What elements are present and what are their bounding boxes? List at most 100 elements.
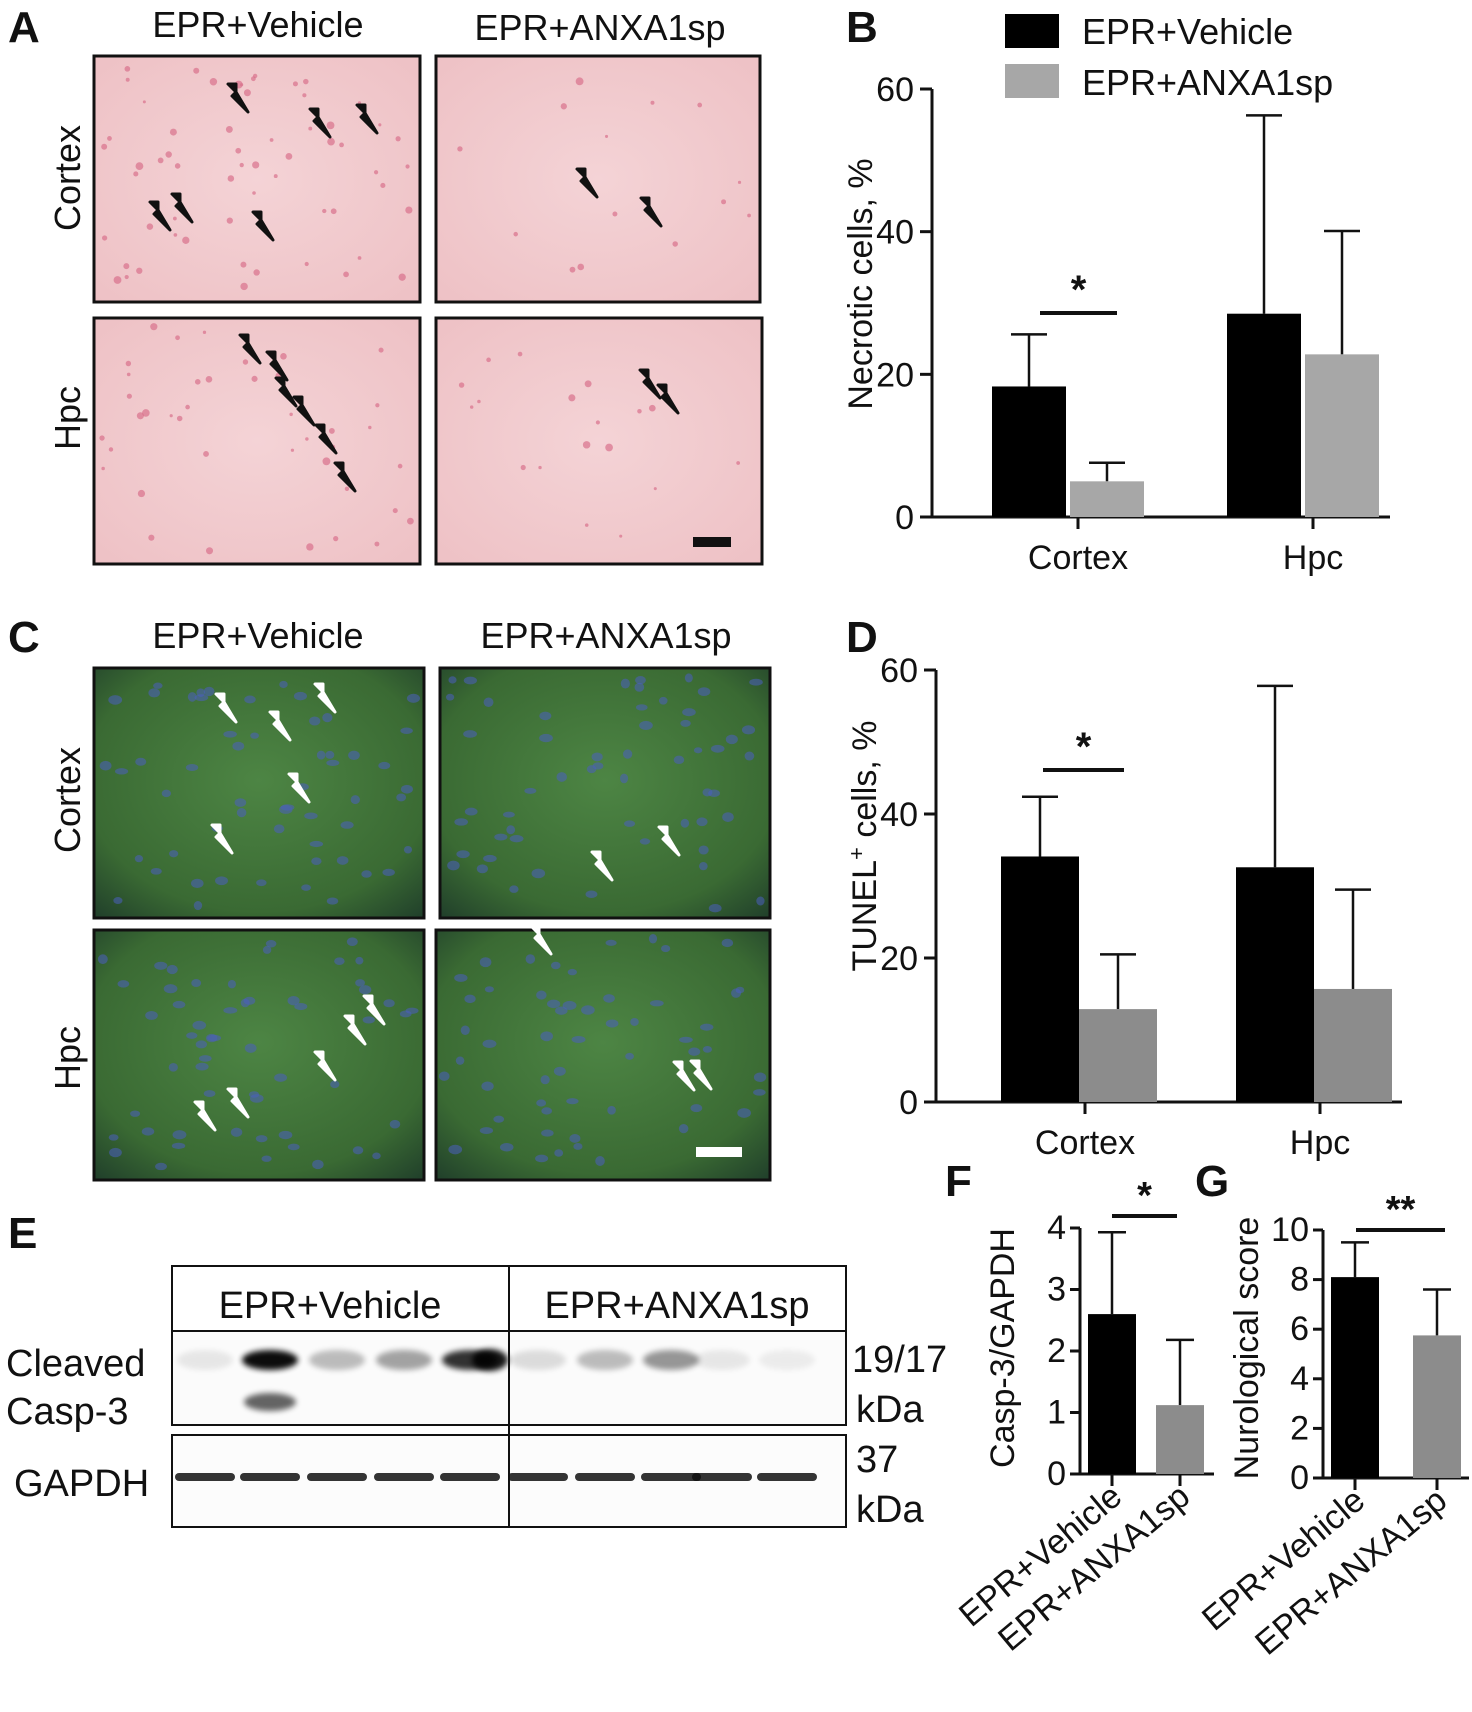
stained-cell [269, 138, 274, 142]
cleaved-band [177, 1350, 233, 1370]
stained-cell [243, 89, 251, 97]
black-arrow [355, 103, 379, 135]
nucleus [688, 1047, 701, 1056]
stained-cell [329, 428, 335, 434]
stained-cell [357, 256, 362, 260]
stained-cell [242, 359, 249, 365]
stained-cell [343, 271, 349, 278]
stained-cell [477, 399, 481, 404]
nucleus [536, 1099, 547, 1107]
nucleus [273, 824, 285, 834]
nucleus [481, 1081, 494, 1091]
nucleus [294, 1003, 308, 1011]
nucleus [569, 1134, 581, 1143]
nucleus [536, 990, 547, 1000]
tunel-image-anxa1sp-hpc [434, 928, 772, 1182]
stained-cell [405, 164, 410, 169]
stained-cell [322, 457, 331, 466]
nucleus [690, 1104, 703, 1113]
nucleus [509, 834, 524, 843]
nucleus [592, 762, 604, 770]
stained-cell [169, 414, 173, 418]
nucleus [316, 750, 326, 760]
panel-letter-e: E [8, 1209, 37, 1258]
stained-cell [202, 330, 207, 334]
stained-cell [136, 267, 143, 274]
black-arrow [170, 192, 194, 224]
nucleus [603, 994, 615, 1003]
nucleus [325, 750, 335, 759]
nucleus [680, 818, 690, 828]
black-arrow [148, 200, 172, 232]
stained-cell [405, 206, 413, 214]
nucleus [553, 1066, 566, 1076]
nucleus [483, 697, 494, 707]
bar [1001, 856, 1079, 1102]
gapdh-band [440, 1473, 500, 1481]
cleaved-band [309, 1350, 365, 1370]
nucleus [261, 1155, 272, 1162]
gapdh-kda-line1: 37 [856, 1439, 898, 1481]
nucleus [741, 725, 756, 735]
nucleus [619, 773, 629, 784]
nucleus [539, 733, 553, 743]
nucleus [109, 1147, 122, 1158]
black-arrow [274, 376, 298, 408]
nucleus [348, 750, 360, 760]
stained-cell [194, 379, 201, 385]
bar [992, 386, 1066, 517]
stained-cell [736, 461, 741, 465]
chart-f-ylabel: Casp-3/GAPDH [984, 1228, 1022, 1468]
stained-cell [339, 142, 344, 148]
nucleus [148, 688, 160, 698]
nucleus [287, 1143, 300, 1151]
stained-cell [380, 182, 386, 189]
stained-cell [604, 134, 609, 138]
stained-cell [285, 153, 293, 160]
stained-cell [397, 463, 403, 469]
nucleus [279, 805, 293, 814]
blot-bands [175, 1349, 817, 1481]
legend-swatch-vehicle [1005, 14, 1059, 48]
stained-cell [101, 235, 108, 241]
cleaved-kda-line1: 19/17 [852, 1339, 947, 1381]
bar [1413, 1335, 1461, 1478]
nucleus [234, 798, 247, 807]
nucleus [648, 934, 658, 944]
white-arrow [362, 994, 386, 1026]
nucleus [154, 961, 168, 970]
nucleus [524, 787, 537, 794]
stained-cell [584, 380, 592, 388]
gapdh-band [757, 1473, 817, 1481]
row-label-hpc: Hpc [47, 1026, 88, 1090]
cleaved-band [376, 1350, 432, 1370]
nucleus [585, 890, 598, 899]
nucleus [680, 719, 691, 727]
nucleus [232, 741, 245, 751]
black-arrow [265, 350, 289, 382]
gapdh-band [692, 1473, 752, 1481]
nucleus [499, 1143, 514, 1152]
panel-letter-d: D [846, 613, 878, 662]
nucleus [203, 686, 215, 697]
nucleus [187, 692, 197, 702]
y-tick-label: 20 [880, 940, 918, 978]
nucleus [326, 897, 339, 905]
gapdh-label: GAPDH [14, 1463, 149, 1505]
nucleus [355, 956, 364, 965]
column-title-vehicle: EPR+Vehicle [152, 4, 363, 45]
nucleus [702, 788, 713, 797]
black-arrow [226, 82, 250, 114]
cleaved-band-extra [472, 1349, 508, 1371]
gapdh-band [175, 1473, 235, 1481]
nucleus [249, 1094, 264, 1103]
white-arrow [689, 1059, 713, 1091]
black-arrow [575, 167, 599, 199]
white-arrow [193, 1100, 217, 1132]
nucleus [438, 1071, 450, 1081]
stained-cell [327, 137, 335, 146]
nucleus [454, 818, 468, 826]
x-tick-label: Cortex [1028, 539, 1128, 577]
cleaved-kda-line2: kDa [856, 1389, 924, 1431]
